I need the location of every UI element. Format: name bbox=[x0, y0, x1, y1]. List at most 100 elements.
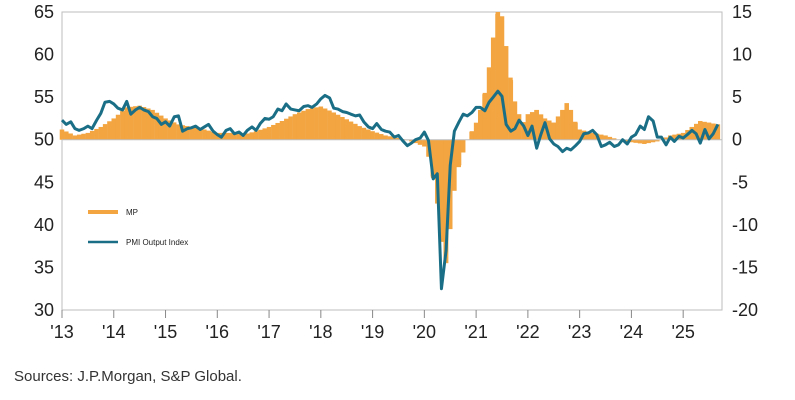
pmi-output-line bbox=[60, 89, 720, 291]
mp-bar bbox=[366, 129, 371, 140]
mp-bar bbox=[115, 114, 121, 140]
mp-bar bbox=[232, 133, 237, 140]
mp-bar bbox=[383, 135, 388, 140]
mp-bar bbox=[158, 115, 164, 140]
mp-bar bbox=[202, 129, 207, 140]
mp-bar bbox=[154, 112, 160, 140]
mp-bar bbox=[288, 116, 293, 140]
mp-bar bbox=[128, 106, 134, 140]
mp-bar bbox=[245, 133, 250, 140]
mp-bar bbox=[663, 137, 669, 140]
legend: MP PMI Output Index bbox=[88, 208, 188, 247]
mp-bar bbox=[357, 126, 362, 140]
mp-bar bbox=[633, 139, 638, 143]
mp-bar bbox=[81, 133, 86, 140]
mp-bar bbox=[568, 109, 574, 140]
mp-bar bbox=[236, 134, 242, 140]
mp-bar bbox=[137, 105, 142, 140]
mp-bar bbox=[327, 110, 332, 140]
mp-bar bbox=[111, 118, 117, 140]
mp-bar bbox=[184, 126, 190, 140]
mp-bar bbox=[266, 126, 272, 140]
mp-bar bbox=[210, 131, 216, 140]
legend-label-mp: MP bbox=[126, 208, 138, 217]
mp-bar bbox=[340, 117, 345, 140]
mp-bar bbox=[542, 118, 548, 140]
mp-bar bbox=[72, 135, 78, 140]
mp-bar bbox=[547, 120, 552, 140]
mp-bar bbox=[473, 122, 479, 140]
mp-bar bbox=[279, 120, 285, 140]
mp-bar bbox=[521, 122, 527, 140]
left-tick-label: 35 bbox=[34, 257, 54, 277]
mp-bar bbox=[456, 139, 462, 166]
mp-bar bbox=[689, 126, 695, 140]
mp-bar bbox=[344, 119, 349, 140]
mp-bar bbox=[694, 123, 699, 140]
mp-bar bbox=[435, 139, 440, 204]
mp-bar bbox=[262, 128, 268, 140]
x-tick-label: '18 bbox=[309, 322, 332, 342]
right-tick-label: 10 bbox=[732, 45, 752, 65]
mp-bar bbox=[76, 134, 82, 140]
mp-bar bbox=[322, 108, 328, 140]
mp-bar bbox=[374, 132, 380, 140]
mp-bar bbox=[171, 122, 177, 140]
mp-bar bbox=[452, 139, 457, 191]
mp-bar bbox=[586, 131, 591, 140]
mp-bar bbox=[624, 139, 630, 142]
right-tick-label: 15 bbox=[732, 2, 752, 22]
mp-bar bbox=[94, 128, 99, 140]
mp-bar bbox=[59, 129, 65, 140]
mp-bar bbox=[409, 139, 414, 142]
mp-bar bbox=[193, 127, 198, 140]
mp-bar bbox=[577, 129, 582, 140]
pmi-line-group bbox=[60, 89, 720, 291]
mp-bar bbox=[102, 124, 108, 140]
mp-bar bbox=[516, 114, 522, 140]
mp-bar bbox=[715, 124, 721, 140]
x-axis-ticks: '13 '14 '15 '16 '17 '18 '19 '20 '21 '22 '23 '24 '25 bbox=[50, 310, 695, 342]
mp-bar bbox=[482, 92, 488, 140]
mp-bar bbox=[650, 139, 656, 143]
mp-bar bbox=[120, 111, 125, 140]
mp-bar bbox=[469, 131, 475, 140]
mp-bar bbox=[146, 108, 151, 140]
mp-bar bbox=[603, 135, 608, 140]
mp-bar bbox=[353, 123, 358, 140]
mp-bar bbox=[490, 37, 496, 140]
mp-bar bbox=[551, 122, 557, 140]
source-note: Sources: J.P.Morgan, S&P Global. bbox=[14, 368, 242, 385]
mp-bar bbox=[387, 136, 393, 140]
left-tick-label: 50 bbox=[34, 130, 54, 150]
mp-bar bbox=[253, 131, 259, 140]
mp-bar bbox=[176, 124, 181, 140]
mp-bar bbox=[637, 139, 643, 144]
mp-bar bbox=[107, 121, 112, 140]
mp-bar bbox=[555, 116, 561, 140]
mp-bar bbox=[396, 138, 401, 140]
x-tick-label: '16 bbox=[206, 322, 229, 342]
x-tick-label: '20 bbox=[413, 322, 436, 342]
x-tick-label: '17 bbox=[257, 322, 280, 342]
mp-bar bbox=[141, 107, 147, 140]
mp-bar bbox=[607, 136, 613, 140]
mp-bar bbox=[477, 109, 483, 140]
mp-bar bbox=[430, 139, 436, 179]
mp-bar bbox=[499, 16, 505, 140]
right-tick-label: -5 bbox=[732, 172, 748, 192]
left-tick-label: 60 bbox=[34, 45, 54, 65]
mp-bar bbox=[284, 118, 289, 140]
mp-bar bbox=[525, 114, 531, 140]
mp-bar bbox=[348, 121, 354, 140]
right-tick-label: -20 bbox=[732, 300, 758, 320]
mp-bar bbox=[611, 138, 617, 140]
legend-label-pmi: PMI Output Index bbox=[126, 238, 188, 247]
mp-bar bbox=[378, 134, 384, 140]
mp-bar bbox=[309, 108, 315, 140]
mp-bar bbox=[197, 128, 203, 140]
mp-bar bbox=[370, 131, 375, 140]
mp-bar bbox=[361, 127, 367, 140]
